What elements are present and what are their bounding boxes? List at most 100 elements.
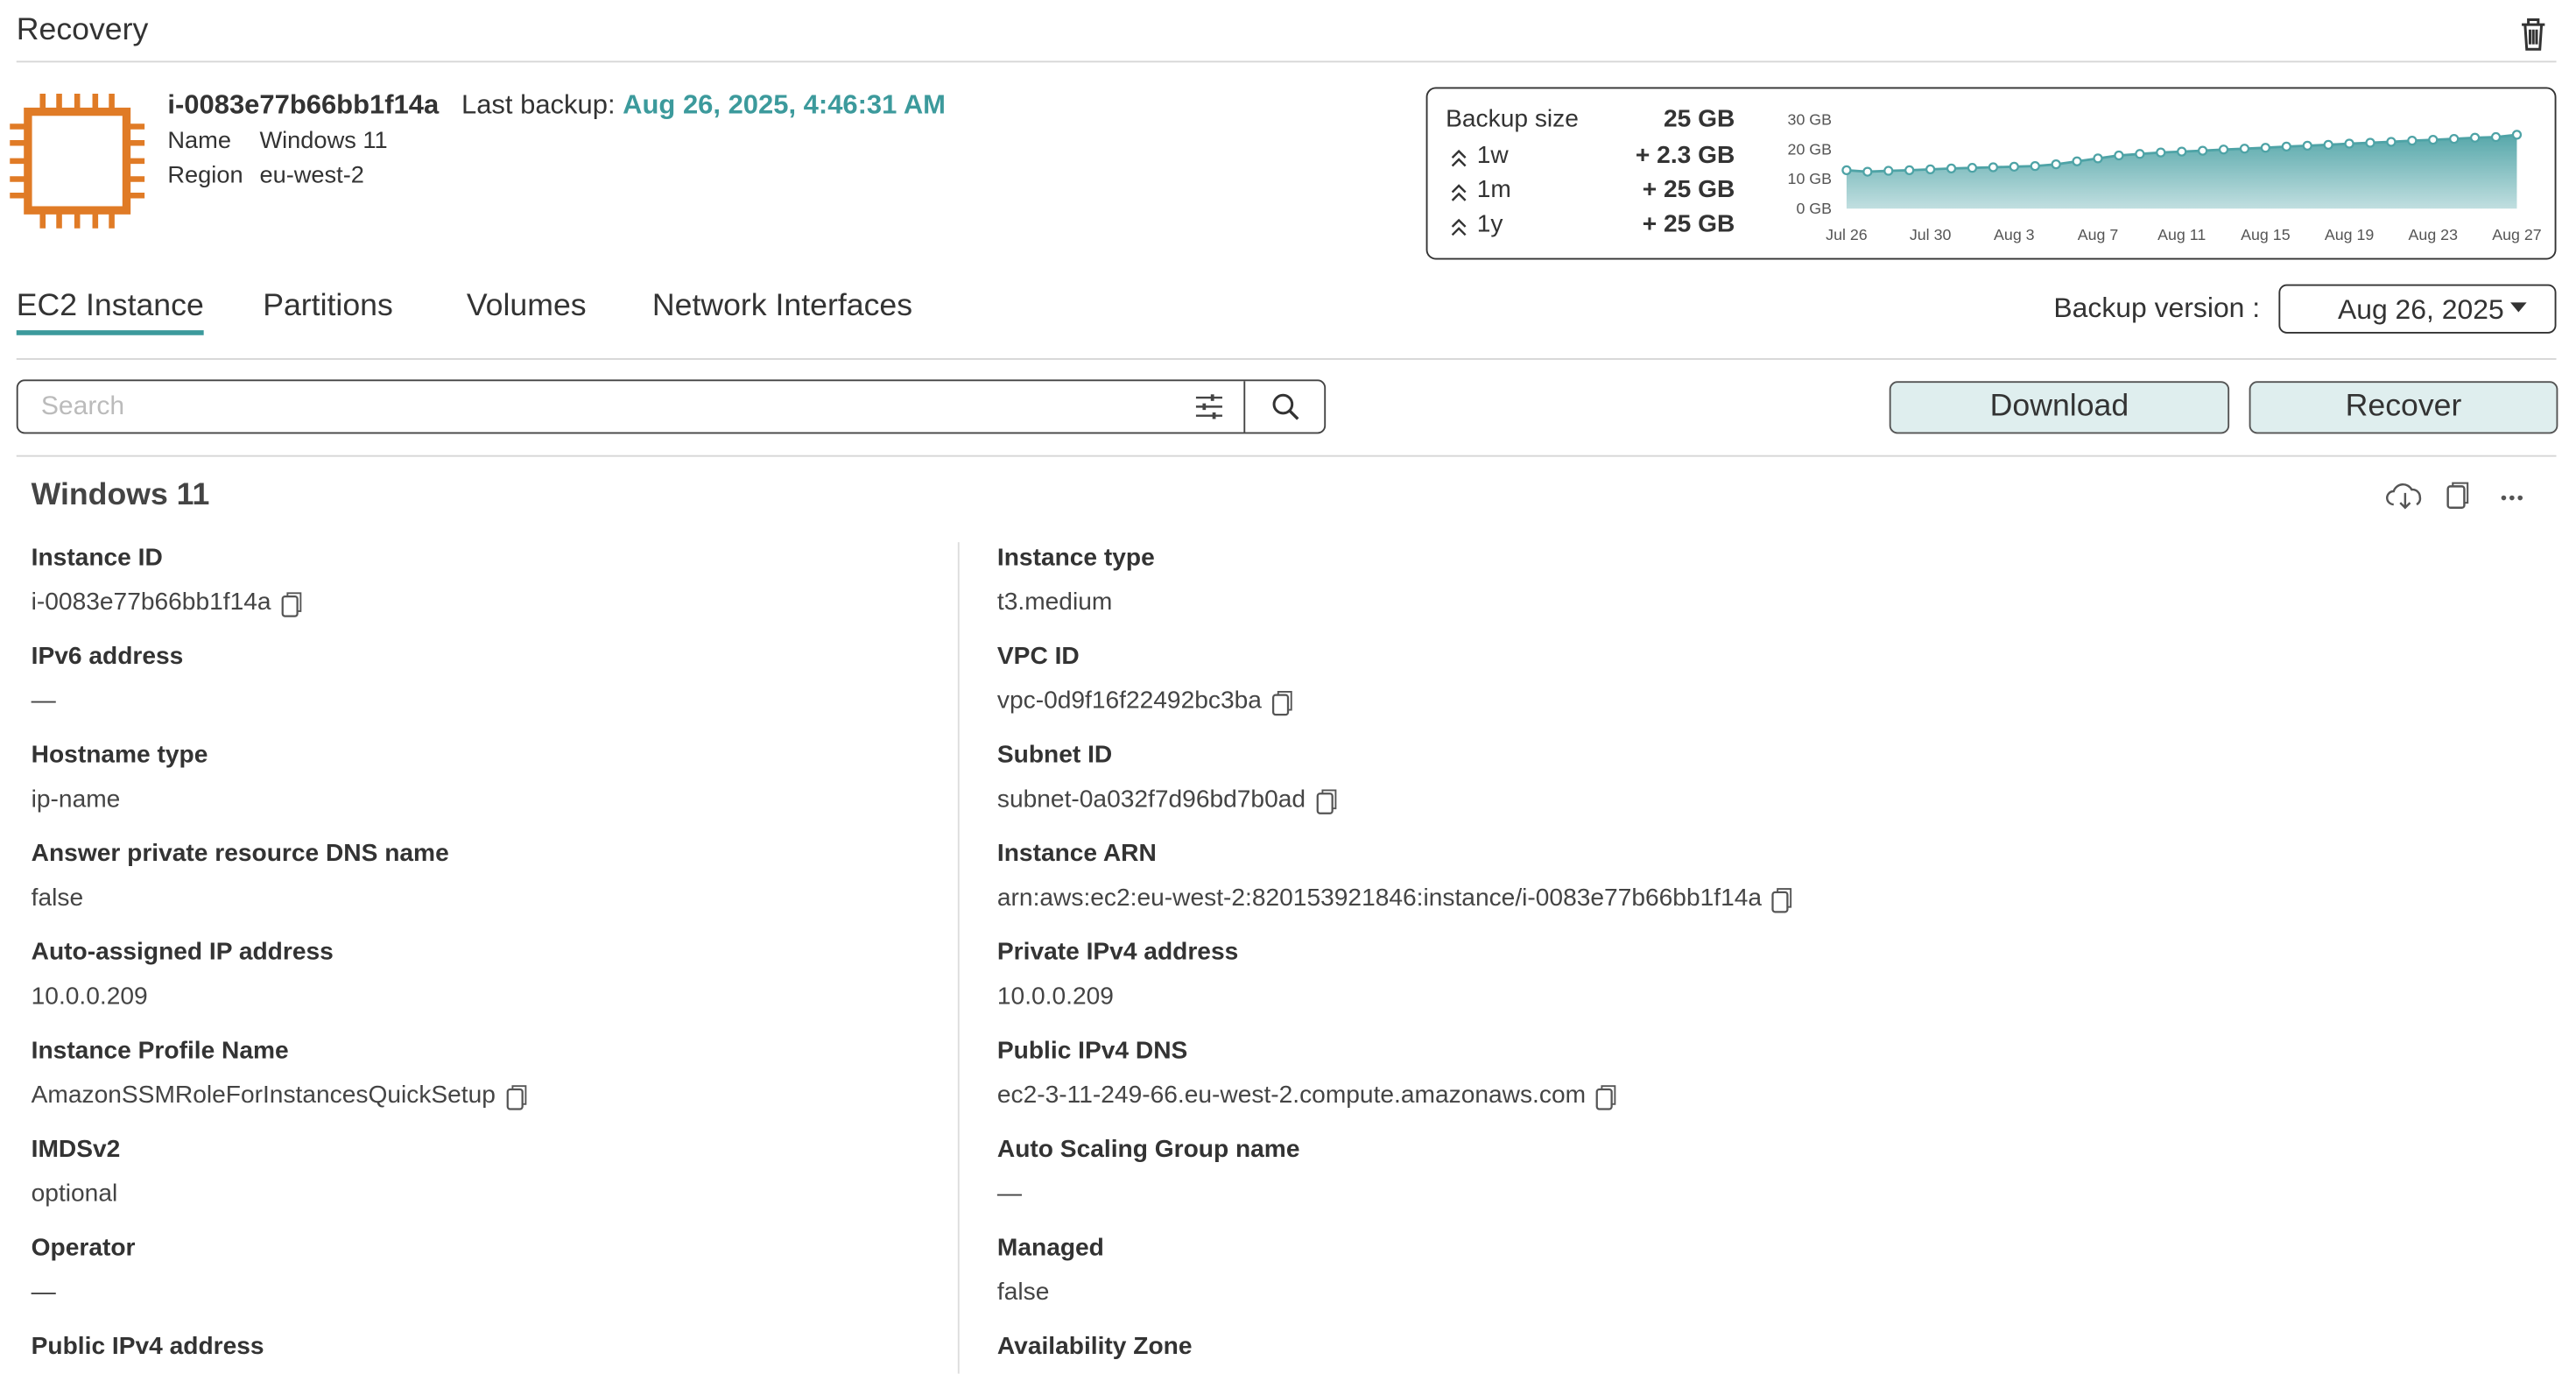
point xyxy=(2260,143,2271,153)
field-value: arn:aws:ec2:eu-west-2:820153921846:insta… xyxy=(996,884,1763,912)
copy-icon[interactable] xyxy=(1271,690,1294,716)
tab[interactable]: Network Interfaces xyxy=(651,289,913,324)
copy-icon[interactable] xyxy=(505,1084,528,1110)
area xyxy=(1846,134,2517,209)
field-value: 10.0.0.209 xyxy=(996,983,1114,1011)
point xyxy=(1841,165,1852,176)
growth-icon-shape xyxy=(1451,184,1467,201)
growth-icon xyxy=(1451,184,1467,201)
field-label: Managed xyxy=(996,1234,1104,1262)
field-value: t3.medium xyxy=(996,588,1113,617)
copy-icon-shape xyxy=(510,1085,526,1105)
last-backup-label: Last backup: xyxy=(461,90,616,120)
copy-icon-shape xyxy=(1271,694,1290,716)
y-tick-label: 10 GB xyxy=(1788,170,1833,187)
field-value: ip-name xyxy=(31,785,121,814)
field-value: optional xyxy=(31,1180,118,1208)
x-tick-label: Aug 15 xyxy=(2241,226,2291,243)
point xyxy=(1904,165,1915,176)
x-tick-label: Jul 26 xyxy=(1826,226,1868,243)
field-label: Instance type xyxy=(996,544,1155,572)
filter-icon[interactable] xyxy=(1194,392,1224,420)
point xyxy=(2344,138,2354,149)
copy-icon-shape xyxy=(1320,789,1336,810)
copy-icon-shape xyxy=(505,1088,524,1110)
point xyxy=(2407,135,2418,146)
tab[interactable]: Volumes xyxy=(466,289,587,324)
field-label: Operator xyxy=(31,1234,136,1262)
field-value: subnet-0a032f7d96bd7b0ad xyxy=(996,785,1306,814)
copy-icon-shape xyxy=(1277,690,1292,711)
field-label: Instance ARN xyxy=(996,839,1157,868)
copy-icon[interactable] xyxy=(1595,1084,1618,1110)
point xyxy=(1862,166,1873,177)
download-cloud-icon[interactable] xyxy=(2386,483,2422,510)
point xyxy=(1946,163,1957,173)
point xyxy=(2197,145,2208,156)
divider xyxy=(16,358,2557,360)
tab[interactable]: EC2 Instance xyxy=(16,289,204,335)
copy-icon-shape xyxy=(1596,1088,1614,1110)
download-button[interactable]: Download xyxy=(1889,381,2230,434)
field-label: Instance ID xyxy=(31,544,163,572)
divider xyxy=(16,60,2557,63)
instance-id: i-0083e77b66bb1f14a xyxy=(167,90,440,120)
field-label: IPv6 address xyxy=(31,642,184,671)
stat-delta: + 25 GB xyxy=(1642,210,1735,239)
point xyxy=(1988,162,1999,173)
backup-size-total: 25 GB xyxy=(1663,105,1735,133)
search-box[interactable]: Search xyxy=(16,379,1327,434)
point xyxy=(2281,141,2291,151)
field-value: vpc-0d9f16f22492bc3ba xyxy=(996,687,1262,715)
dropdown-caret xyxy=(2509,302,2527,313)
field-value: i-0083e77b66bb1f14a xyxy=(31,588,271,617)
more-icon[interactable] xyxy=(2501,495,2523,501)
copy-icon-shape xyxy=(1777,888,1792,908)
x-tick-label: Aug 11 xyxy=(2157,226,2206,243)
instance-header: i-0083e77b66bb1f14a Last backup: Aug 26,… xyxy=(167,90,946,122)
stat-period: 1w xyxy=(1476,141,1509,170)
field-label: Public IPv4 address xyxy=(31,1332,264,1361)
recover-button[interactable]: Recover xyxy=(2249,381,2558,434)
point xyxy=(1883,166,1894,176)
detail-actions xyxy=(2386,482,2523,510)
copy-icon[interactable] xyxy=(1771,887,1794,913)
field-value: false xyxy=(996,1278,1050,1307)
point xyxy=(2093,153,2103,164)
backup-size-label: Backup size xyxy=(1446,105,1579,133)
point xyxy=(2051,159,2061,170)
field-label: Region xyxy=(167,162,243,189)
field-label: Private IPv4 address xyxy=(996,938,1239,967)
x-tick-label: Jul 30 xyxy=(1910,226,1952,243)
point xyxy=(2469,132,2481,143)
point xyxy=(2428,134,2439,145)
copy-icon[interactable] xyxy=(281,591,304,617)
y-tick-label: 30 GB xyxy=(1788,111,1833,129)
field-value: — xyxy=(31,1278,56,1307)
field-value: eu-west-2 xyxy=(259,162,364,189)
search-button[interactable] xyxy=(1243,381,1326,433)
field-label: Availability Zone xyxy=(996,1332,1193,1361)
point xyxy=(2114,150,2124,161)
field-label: Auto Scaling Group name xyxy=(996,1135,1300,1164)
copy-icon-shape xyxy=(281,595,299,617)
copy-icon[interactable] xyxy=(2446,482,2469,509)
point xyxy=(2365,137,2375,148)
field-label: Public IPv4 DNS xyxy=(996,1036,1188,1065)
backup-version-select[interactable]: Aug 26, 2025 xyxy=(2278,284,2557,334)
copy-icon[interactable] xyxy=(1315,789,1338,815)
point xyxy=(2511,130,2523,140)
search-icon xyxy=(1272,393,1299,420)
x-tick-label: Aug 7 xyxy=(2078,226,2119,243)
field-label: Hostname type xyxy=(31,741,208,770)
tab[interactable]: Partitions xyxy=(263,289,393,324)
backup-version-label: Backup version : xyxy=(2053,292,2261,324)
point xyxy=(2302,140,2312,151)
delete-icon[interactable] xyxy=(2516,17,2550,53)
divider xyxy=(16,454,2557,457)
backup-stats-box xyxy=(1425,87,2557,260)
copy-icon-shape xyxy=(1316,793,1334,814)
point xyxy=(2072,156,2082,166)
x-tick-label: Aug 3 xyxy=(1994,226,2035,243)
